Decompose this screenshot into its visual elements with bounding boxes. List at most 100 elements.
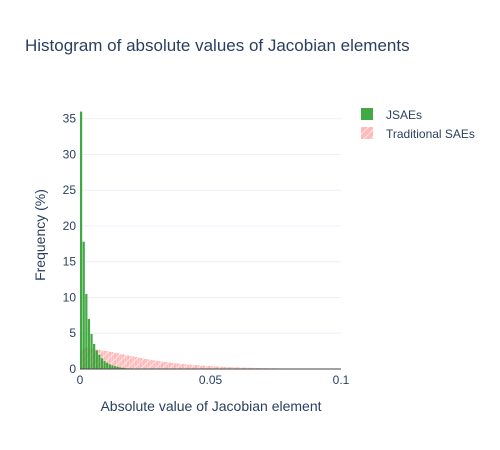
jsae-bars: [80, 111, 153, 369]
traditional-sae-bar: [108, 351, 112, 369]
traditional-sae-bar: [233, 367, 237, 369]
traditional-sae-bar: [160, 361, 164, 369]
legend-swatch-jsae: [361, 108, 373, 120]
traditional-sae-bar: [197, 365, 200, 369]
jsae-bar: [95, 350, 98, 369]
traditional-sae-bar: [192, 364, 195, 369]
traditional-sae-bar: [121, 354, 125, 369]
traditional-sae-bar: [181, 363, 185, 369]
traditional-sae-bar: [189, 364, 192, 369]
jsae-bar: [106, 362, 109, 369]
traditional-sae-bar: [176, 363, 179, 369]
traditional-sae-bar: [173, 363, 177, 369]
y-tick-label: 0: [69, 362, 76, 376]
traditional-sae-bar: [158, 361, 161, 369]
traditional-sae-bar: [249, 367, 252, 369]
jsae-bar: [82, 241, 85, 369]
x-tick-label: 0.05: [199, 373, 223, 387]
traditional-sae-bar: [153, 360, 156, 369]
traditional-sae-bar: [137, 357, 140, 369]
jsae-bar: [116, 366, 119, 369]
traditional-sae-bar: [257, 367, 260, 369]
traditional-sae-bar: [147, 359, 151, 369]
traditional-sae-bar: [145, 358, 148, 369]
jsae-bar: [108, 364, 111, 369]
traditional-sae-bar: [231, 367, 234, 369]
y-tick-label: 30: [63, 147, 77, 161]
x-tick-label: 0.1: [333, 373, 350, 387]
x-axis-label: Absolute value of Jacobian element: [100, 398, 321, 414]
y-tick-label: 10: [63, 290, 77, 304]
traditional-sae-bar: [171, 362, 174, 369]
traditional-sae-bar: [200, 365, 203, 369]
legend: JSAEs Traditional SAEs: [361, 108, 475, 141]
traditional-sae-bar: [155, 360, 158, 369]
jsae-bar: [113, 366, 117, 369]
jsae-bar: [93, 343, 96, 369]
traditional-sae-bar: [226, 366, 229, 369]
tick-labels: 0 5 10 15 20 25 30 35 0 0.05 0.1: [63, 112, 350, 387]
jsae-bar: [111, 365, 114, 369]
gridlines: [80, 118, 341, 334]
jsae-bar: [100, 358, 104, 369]
traditional-sae-bar: [166, 362, 169, 369]
traditional-sae-bar: [126, 355, 130, 369]
traditional-sae-bar: [113, 352, 117, 369]
y-tick-label: 20: [63, 219, 77, 233]
traditional-sae-bar: [247, 367, 250, 369]
traditional-sae-bar: [187, 364, 190, 369]
jsae-bar: [119, 367, 122, 369]
y-axis-label: Frequency (%): [32, 189, 48, 281]
traditional-sae-bar: [254, 367, 258, 369]
chart-title: Histogram of absolute values of Jacobian…: [25, 36, 410, 55]
traditional-sae-bar: [194, 365, 198, 369]
traditional-sae-bar: [252, 367, 255, 369]
legend-label-jsae: JSAEs: [386, 108, 422, 122]
traditional-sae-bar: [103, 350, 106, 369]
traditional-sae-bar: [236, 367, 239, 369]
traditional-sae-bar: [215, 366, 219, 369]
traditional-sae-bar: [179, 363, 182, 369]
traditional-sae-bars: [80, 347, 341, 369]
traditional-sae-bar: [150, 359, 153, 369]
traditional-sae-bar: [220, 366, 224, 369]
traditional-sae-bar: [202, 365, 205, 369]
jsae-bar: [121, 367, 124, 369]
jsae-bar: [98, 354, 101, 369]
jsae-bar: [90, 333, 93, 369]
traditional-sae-bar: [213, 366, 216, 369]
traditional-sae-bar: [140, 358, 143, 369]
jsae-bar: [87, 318, 91, 369]
legend-item-jsae[interactable]: JSAEs: [361, 108, 422, 122]
traditional-sae-bar: [111, 352, 114, 369]
traditional-sae-bar: [106, 351, 109, 369]
traditional-sae-bar: [163, 361, 166, 369]
traditional-sae-bar: [124, 354, 127, 369]
traditional-sae-bar: [168, 362, 172, 369]
x-tick-label: 0: [77, 373, 84, 387]
traditional-sae-bar: [142, 358, 145, 369]
traditional-sae-bar: [218, 366, 221, 369]
legend-item-traditional-sae[interactable]: Traditional SAEs: [361, 127, 475, 141]
traditional-sae-bar: [184, 364, 187, 369]
traditional-sae-bar: [223, 366, 226, 369]
traditional-sae-bar: [241, 367, 245, 369]
jsae-bar: [80, 111, 83, 369]
traditional-sae-bar: [119, 353, 122, 369]
traditional-sae-bar: [134, 356, 138, 369]
traditional-sae-bar: [116, 353, 119, 369]
traditional-sae-bar: [129, 355, 132, 369]
traditional-sae-bar: [132, 356, 135, 369]
traditional-sae-bar: [244, 367, 247, 369]
y-tick-label: 25: [63, 183, 77, 197]
jsae-bar: [85, 293, 88, 369]
legend-swatch-traditional-sae: [361, 127, 373, 139]
y-tick-label: 35: [63, 112, 77, 126]
y-tick-label: 5: [69, 326, 76, 340]
jsae-bar: [103, 361, 106, 369]
traditional-sae-bar: [205, 365, 208, 369]
traditional-sae-bar: [207, 366, 211, 369]
legend-label-traditional-sae: Traditional SAEs: [386, 127, 475, 141]
traditional-sae-bar: [239, 367, 242, 369]
